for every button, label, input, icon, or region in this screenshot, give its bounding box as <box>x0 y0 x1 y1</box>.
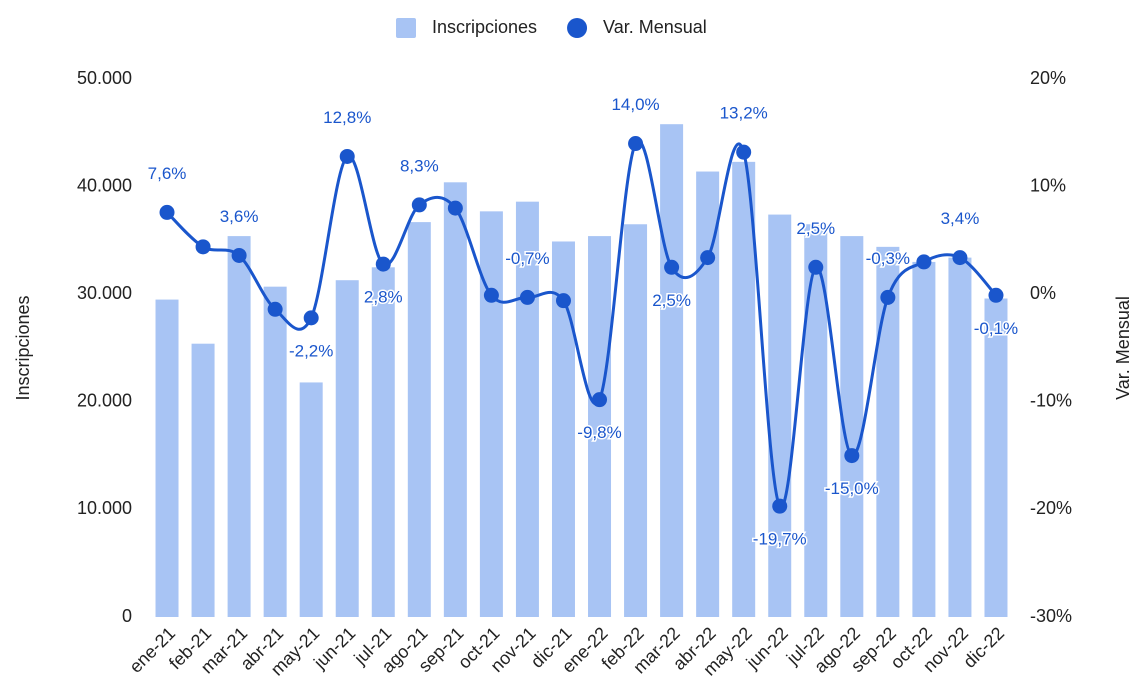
point <box>880 289 896 305</box>
value-label: 14,0% <box>611 95 659 114</box>
y-tick-label: 50.000 <box>77 68 132 88</box>
value-label: -15,0% <box>825 479 879 498</box>
y2-tick-label: 20% <box>1030 68 1066 88</box>
legend-swatch <box>567 18 588 38</box>
x-tick-label: ene-21 <box>125 623 179 677</box>
y-tick-label: 20.000 <box>77 391 132 411</box>
point <box>555 293 571 309</box>
bar <box>227 236 251 617</box>
bar <box>840 236 864 617</box>
y2-tick-label: 10% <box>1030 175 1066 195</box>
point <box>628 136 644 152</box>
bar <box>371 267 395 617</box>
value-label: 3,6% <box>220 207 259 226</box>
point <box>411 197 427 213</box>
bar <box>515 201 539 617</box>
value-label: 7,6% <box>148 164 187 183</box>
value-label: 2,8% <box>364 288 403 307</box>
value-label: 13,2% <box>720 104 768 123</box>
bar <box>335 280 359 617</box>
y-tick-label: 30.000 <box>77 283 132 303</box>
bar <box>696 171 720 617</box>
bar <box>660 124 684 617</box>
y-tick-label: 0 <box>122 606 132 626</box>
bar <box>155 299 179 617</box>
point <box>483 287 499 303</box>
bar <box>299 382 323 617</box>
point <box>916 254 932 270</box>
point <box>519 289 535 305</box>
value-label: -19,7% <box>753 530 807 549</box>
y-tick-label: 40.000 <box>77 175 132 195</box>
bar <box>443 182 467 617</box>
point <box>952 250 968 266</box>
point <box>375 256 391 272</box>
bar <box>732 161 756 618</box>
y2-axis-title: Var. Mensual <box>1113 296 1133 400</box>
point <box>700 250 716 266</box>
legend-label: Var. Mensual <box>603 17 707 37</box>
bar <box>624 224 648 617</box>
legend-swatch <box>396 18 416 38</box>
bar <box>263 286 287 617</box>
y2-tick-label: 0% <box>1030 283 1056 303</box>
point <box>231 247 247 263</box>
bar <box>912 261 936 617</box>
value-label: -0,1% <box>974 319 1018 338</box>
point <box>772 498 788 514</box>
bar <box>588 236 612 617</box>
value-label: -0,7% <box>505 249 549 268</box>
point <box>844 448 860 464</box>
point <box>195 239 211 255</box>
value-label: 8,3% <box>400 156 439 175</box>
y-axis-title: Inscripciones <box>13 295 33 400</box>
y2-tick-label: -30% <box>1030 606 1072 626</box>
point <box>988 287 1004 303</box>
legend-label: Inscripciones <box>432 17 537 37</box>
bar <box>479 211 503 617</box>
bar <box>876 246 900 617</box>
x-tick-label: dic-22 <box>959 623 1008 672</box>
bar <box>804 224 828 617</box>
bar <box>984 298 1008 617</box>
point <box>267 301 283 317</box>
point <box>303 310 319 326</box>
bar <box>768 214 792 618</box>
y-tick-label: 10.000 <box>77 498 132 518</box>
point <box>664 259 680 275</box>
y2-tick-label: -10% <box>1030 391 1072 411</box>
point <box>339 148 355 164</box>
value-label: -2,2% <box>289 341 333 360</box>
bar <box>407 222 431 617</box>
value-label: -9,8% <box>577 423 621 442</box>
value-label: 12,8% <box>323 108 371 127</box>
value-label: 2,5% <box>796 219 835 238</box>
line <box>165 139 998 509</box>
point <box>808 259 824 275</box>
bar <box>948 257 972 617</box>
bar <box>191 343 215 617</box>
value-label: 2,5% <box>652 291 691 310</box>
bar <box>551 241 575 617</box>
point <box>447 200 463 216</box>
value-label: -0,3% <box>866 249 910 268</box>
point <box>736 144 752 160</box>
value-label: 3,4% <box>941 209 980 228</box>
point <box>159 204 175 220</box>
y2-tick-label: -20% <box>1030 498 1072 518</box>
point <box>592 392 608 408</box>
